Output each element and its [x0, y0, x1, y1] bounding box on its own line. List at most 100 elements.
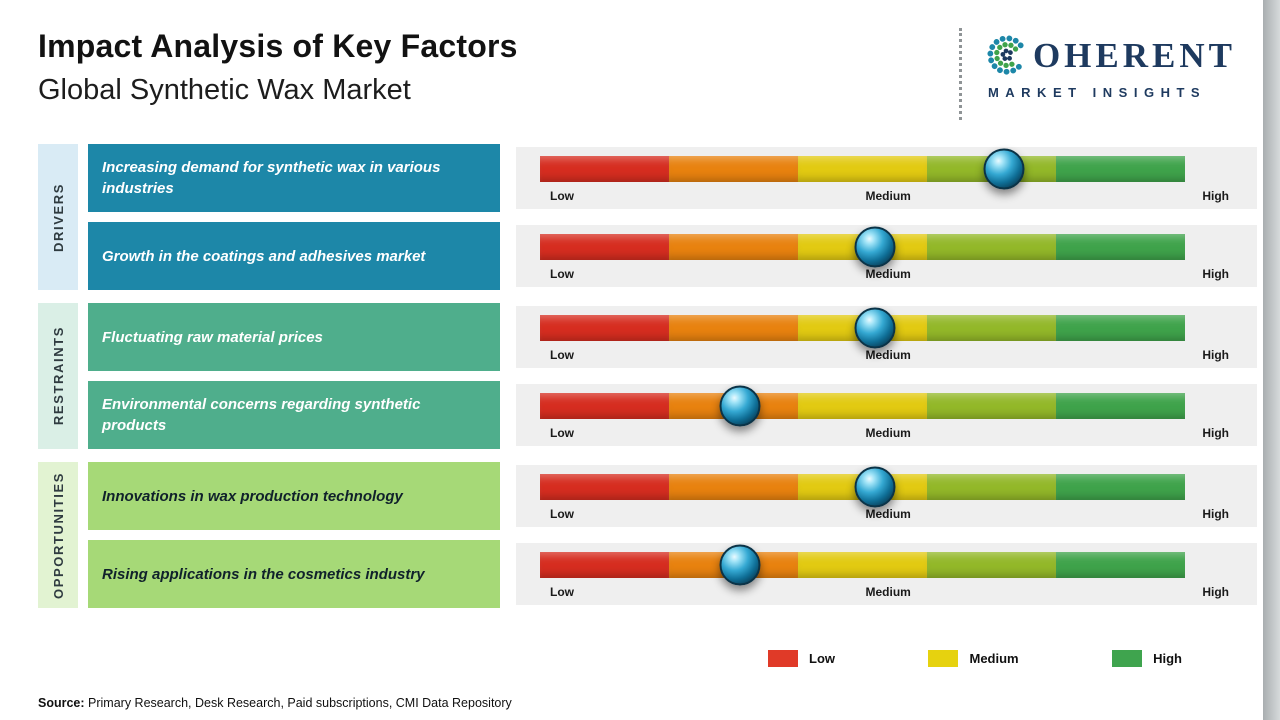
scale-segment-medium-high	[927, 234, 1056, 260]
group-restraints: RESTRAINTS Fluctuating raw material pric…	[38, 303, 1257, 449]
logo-tagline: MARKET INSIGHTS	[987, 85, 1207, 100]
scale-labels: Low Medium High	[550, 348, 1229, 362]
legend-label-low: Low	[809, 651, 835, 666]
scale-segment-medium	[798, 393, 927, 419]
impact-row: Innovations in wax production technology	[88, 462, 1257, 530]
impact-matrix: DRIVERS Increasing demand for synthetic …	[38, 144, 1257, 608]
legend-label-medium: Medium	[969, 651, 1019, 666]
scale-label-low: Low	[550, 267, 574, 281]
scale-label-medium: Medium	[865, 267, 911, 281]
impact-gradient-bar	[540, 466, 1185, 508]
factor-text: Growth in the coatings and adhesives mar…	[102, 247, 426, 265]
factor-text: Environmental concerns regarding synthet…	[102, 396, 421, 434]
category-label: RESTRAINTS	[50, 326, 66, 426]
brand-logo: OHERENT MARKET INSIGHTS	[958, 28, 1236, 120]
scale-label-low: Low	[550, 585, 574, 599]
scale-segment-medium-high	[927, 315, 1056, 341]
scale-segment-medium-high	[927, 393, 1056, 419]
legend-swatch-low	[768, 650, 798, 667]
scale-labels: Low Medium High	[550, 189, 1229, 203]
scale-label-high: High	[1202, 348, 1229, 362]
scale-segment-high	[1056, 156, 1185, 182]
impact-scale: Low Medium High	[516, 384, 1257, 446]
category-band-opportunities: OPPORTUNITIES	[38, 462, 78, 608]
group-drivers: DRIVERS Increasing demand for synthetic …	[38, 144, 1257, 290]
scale-segment-medium-high	[927, 474, 1056, 500]
factor-box: Environmental concerns regarding synthet…	[88, 381, 500, 449]
factor-box: Rising applications in the cosmetics ind…	[88, 540, 500, 608]
legend-label-high: High	[1153, 651, 1182, 666]
impact-marker	[854, 466, 896, 508]
impact-marker	[719, 385, 761, 427]
impact-scale: Low Medium High	[516, 147, 1257, 209]
scale-segment-high	[1056, 393, 1185, 419]
page-subtitle: Global Synthetic Wax Market	[38, 74, 411, 106]
scale-segment-low	[540, 552, 669, 578]
right-edge-bar	[1263, 0, 1280, 720]
impact-row: Increasing demand for synthetic wax in v…	[88, 144, 1257, 212]
category-band-restraints: RESTRAINTS	[38, 303, 78, 449]
impact-scale: Low Medium High	[516, 465, 1257, 527]
scale-label-low: Low	[550, 426, 574, 440]
scale-segment-low	[540, 474, 669, 500]
scale-segment-low-medium	[669, 474, 798, 500]
factor-text: Increasing demand for synthetic wax in v…	[102, 159, 441, 197]
scale-label-high: High	[1202, 507, 1229, 521]
impact-marker	[983, 148, 1025, 190]
logo-c-mosaic-icon	[987, 35, 1024, 75]
scale-segment-low	[540, 234, 669, 260]
impact-gradient-bar	[540, 544, 1185, 586]
factor-box: Increasing demand for synthetic wax in v…	[88, 144, 500, 212]
scale-labels: Low Medium High	[550, 426, 1229, 440]
impact-gradient-bar	[540, 148, 1185, 190]
impact-gradient-bar	[540, 226, 1185, 268]
factor-text: Fluctuating raw material prices	[102, 328, 323, 346]
scale-segment-low	[540, 156, 669, 182]
scale-labels: Low Medium High	[550, 585, 1229, 599]
impact-row: Growth in the coatings and adhesives mar…	[88, 222, 1257, 290]
source-text: Primary Research, Desk Research, Paid su…	[84, 696, 512, 710]
scale-label-medium: Medium	[865, 426, 911, 440]
legend-swatch-medium	[928, 650, 959, 667]
impact-row: Rising applications in the cosmetics ind…	[88, 540, 1257, 608]
impact-scale: Low Medium High	[516, 543, 1257, 605]
scale-label-low: Low	[550, 507, 574, 521]
scale-label-high: High	[1202, 267, 1229, 281]
logo: OHERENT MARKET INSIGHTS	[984, 28, 1236, 100]
category-label: DRIVERS	[50, 182, 66, 252]
scale-segment-low-medium	[669, 156, 798, 182]
scale-label-low: Low	[550, 348, 574, 362]
impact-marker	[854, 226, 896, 268]
impact-gradient-bar	[540, 385, 1185, 427]
legend-swatch-high	[1112, 650, 1143, 667]
group-opportunities: OPPORTUNITIES Innovations in wax product…	[38, 462, 1257, 608]
factor-text: Innovations in wax production technology	[102, 487, 403, 505]
legend-item-low: Low	[768, 650, 835, 667]
scale-segment-low-medium	[669, 234, 798, 260]
impact-scale: Low Medium High	[516, 306, 1257, 368]
logo-wordmark: OHERENT	[984, 32, 1236, 78]
category-band-drivers: DRIVERS	[38, 144, 78, 290]
factor-box: Fluctuating raw material prices	[88, 303, 500, 371]
factor-text: Rising applications in the cosmetics ind…	[102, 565, 425, 583]
source-note: Source: Primary Research, Desk Research,…	[38, 696, 512, 710]
scale-segment-high	[1056, 234, 1185, 260]
page-title: Impact Analysis of Key Factors	[38, 28, 518, 64]
scale-segment-low	[540, 393, 669, 419]
scale-label-high: High	[1202, 585, 1229, 599]
scale-label-medium: Medium	[865, 348, 911, 362]
impact-gradient-bar	[540, 307, 1185, 349]
title-block: Impact Analysis of Key Factors Global Sy…	[38, 28, 518, 107]
scale-label-low: Low	[550, 189, 574, 203]
scale-segment-medium	[798, 156, 927, 182]
factor-box: Innovations in wax production technology	[88, 462, 500, 530]
source-label: Source:	[38, 696, 85, 710]
impact-marker	[719, 544, 761, 586]
header: Impact Analysis of Key Factors Global Sy…	[0, 0, 1280, 120]
scale-label-high: High	[1202, 189, 1229, 203]
legend-item-medium: Medium	[928, 650, 1019, 667]
scale-segment-low-medium	[669, 315, 798, 341]
scale-label-high: High	[1202, 426, 1229, 440]
factor-box: Growth in the coatings and adhesives mar…	[88, 222, 500, 290]
